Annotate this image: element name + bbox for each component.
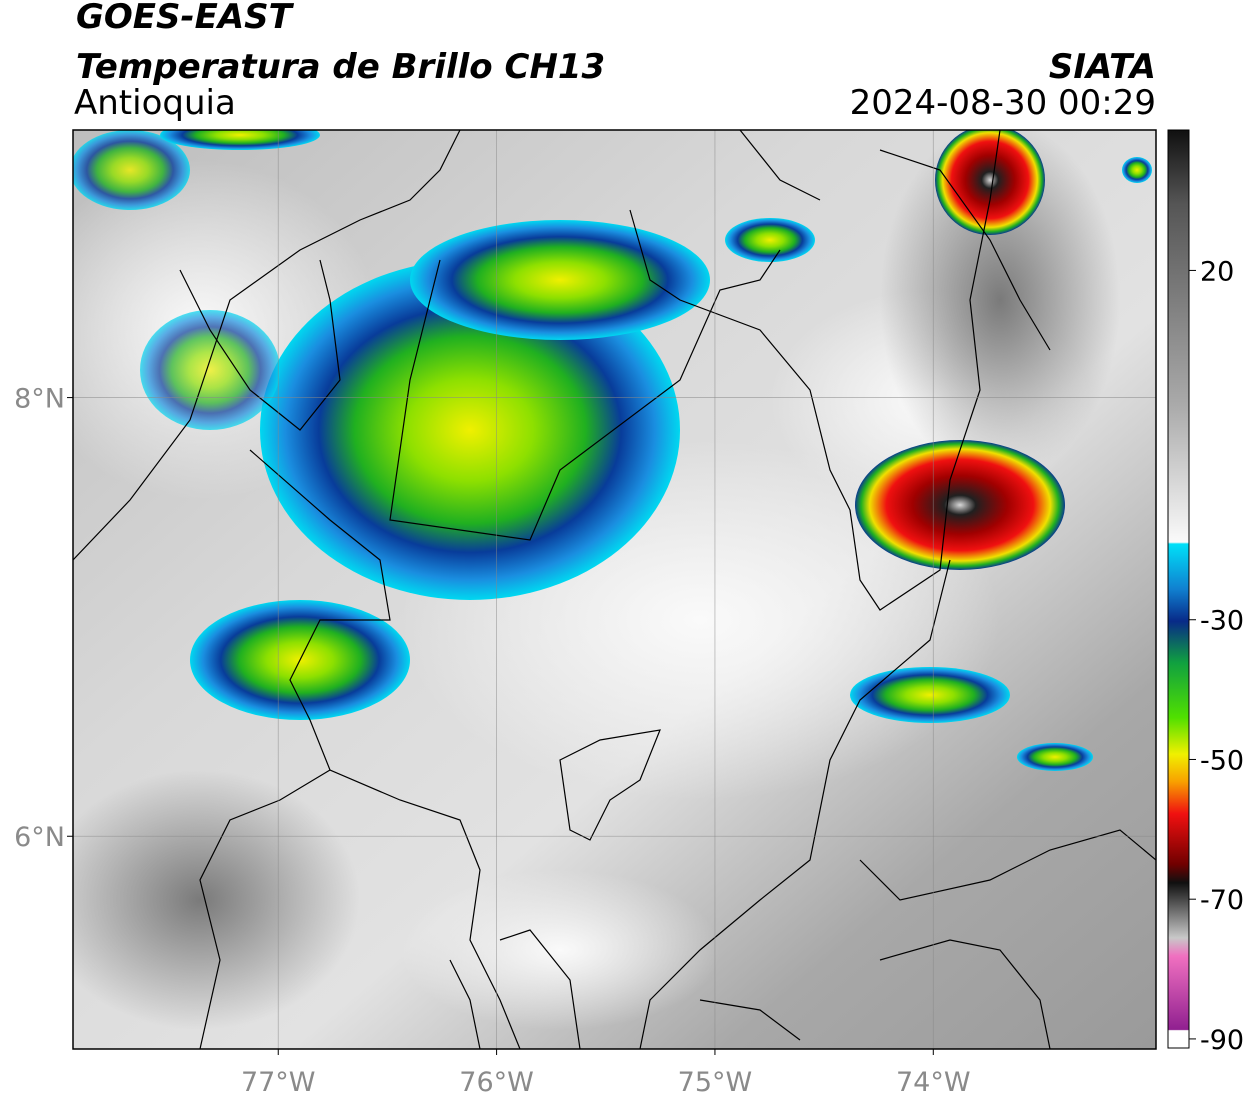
x-tick-label: 75°W xyxy=(678,1067,753,1098)
y-tick-label: 6°N xyxy=(14,822,65,853)
x-tick-label: 76°W xyxy=(459,1067,534,1098)
colorbar-tick-label: 20 xyxy=(1200,256,1234,287)
colorbar-tick-label: -90 xyxy=(1200,1025,1244,1056)
datetime: 2024-08-30 00:29 xyxy=(850,83,1156,123)
map-frame xyxy=(72,129,1157,1050)
x-tick-label: 74°W xyxy=(896,1067,971,1098)
colorbar-tick-label: -30 xyxy=(1200,606,1244,637)
colorbar-tick-label: -50 xyxy=(1200,745,1244,776)
map-image xyxy=(73,130,1156,1049)
colorbar xyxy=(1167,129,1190,1049)
x-tick-label: 77°W xyxy=(241,1067,316,1098)
title: GOES-EAST xyxy=(76,0,295,37)
region: Antioquia xyxy=(74,83,236,123)
y-tick-label: 8°N xyxy=(14,384,65,415)
colorbar-tick-label: -70 xyxy=(1200,885,1244,916)
source: SIATA xyxy=(1049,47,1156,87)
subtitle: Temperatura de Brillo CH13 xyxy=(76,47,605,87)
